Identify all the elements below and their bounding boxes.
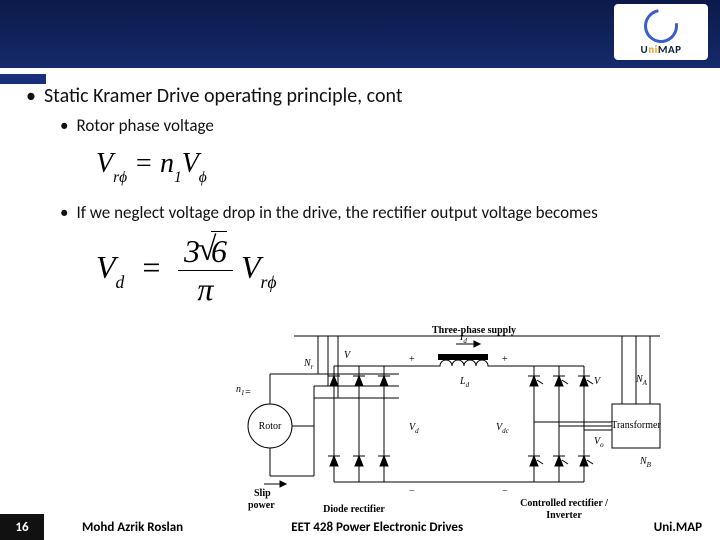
sub-bullet-2: If we neglect voltage drop in the drive,… [60, 202, 698, 223]
footer-title: EET 428 Power Electronic Drives [291, 520, 463, 535]
svg-text:Transformer: Transformer [611, 420, 661, 431]
svg-text:NA: NA [635, 374, 648, 387]
slide: UniMAP Static Kramer Drive operating pri… [0, 0, 720, 540]
uni-logo: UniMAP [614, 4, 708, 60]
footer: 16 Mohd Azrik Roslan EET 428 Power Elect… [0, 514, 720, 540]
footer-author: Mohd Azrik Roslan [82, 520, 183, 535]
svg-text:V: V [594, 376, 602, 387]
svg-text:Controlled rectifier /: Controlled rectifier / [520, 498, 608, 509]
svg-text:Vdc: Vdc [496, 422, 510, 435]
svg-text:Slip: Slip [254, 488, 271, 499]
svg-text:−: − [502, 486, 508, 497]
equation-2: Vd = 36π Vrϕ [96, 233, 698, 308]
svg-text:Vo: Vo [594, 436, 604, 449]
footer-uni: Uni.MAP [654, 520, 702, 535]
svg-text:+: + [409, 354, 415, 365]
svg-text:V: V [344, 350, 352, 361]
page-number: 16 [0, 514, 44, 540]
title-bar [0, 0, 720, 68]
svg-text:−: − [409, 486, 415, 497]
svg-text:Rotor: Rotor [259, 421, 282, 432]
content-area: Static Kramer Drive operating principle,… [0, 84, 720, 510]
svg-text:+: + [502, 354, 508, 365]
sub-bullet-1: Rotor phase voltage [60, 115, 698, 136]
svg-text:Nr: Nr [303, 358, 314, 371]
svg-text:Vd: Vd [409, 422, 419, 435]
svg-text:n1=: n1= [236, 384, 251, 398]
svg-text:NB: NB [639, 456, 652, 469]
svg-text:power: power [248, 500, 275, 511]
heading-bullet: Static Kramer Drive operating principle,… [26, 84, 698, 109]
accent-bar [0, 74, 46, 84]
logo-text: UniMAP [641, 43, 682, 56]
svg-text:Three-phase supply: Three-phase supply [432, 326, 516, 336]
svg-text:Ld: Ld [459, 376, 470, 389]
circuit-diagram: Rotor [234, 326, 664, 522]
equation-1: Vrϕ = n1Vϕ [96, 148, 698, 184]
